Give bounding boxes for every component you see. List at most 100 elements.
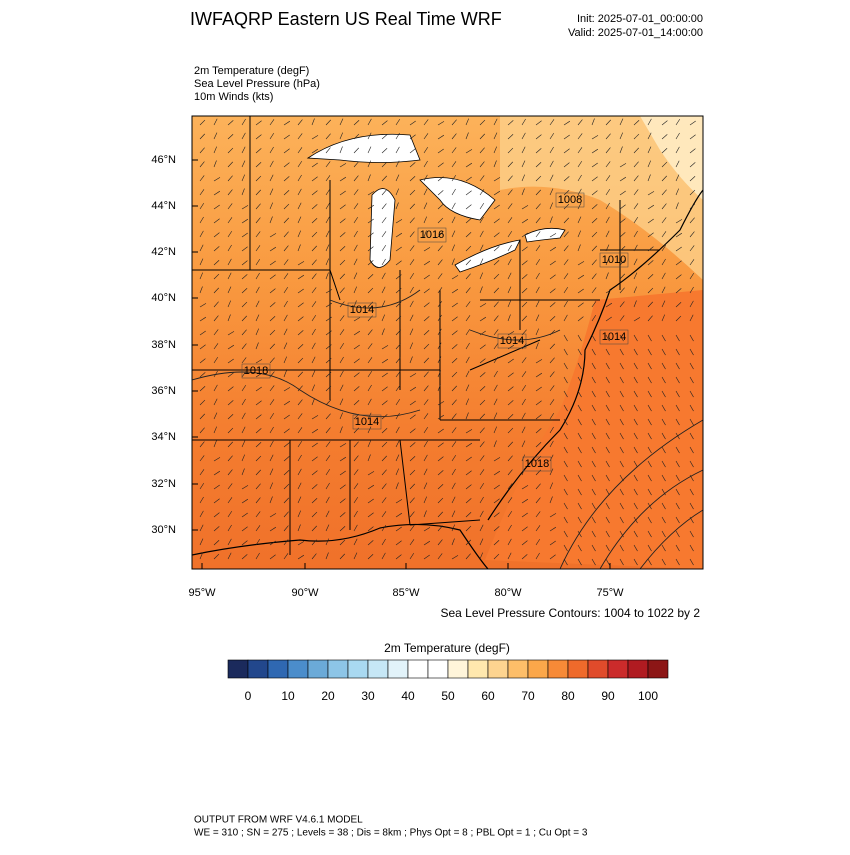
wind-barb — [577, 288, 584, 294]
colorbar-label: 50 — [441, 689, 455, 703]
wind-barb — [689, 245, 695, 252]
wind-barb — [283, 387, 291, 392]
wind-barb — [591, 432, 596, 440]
wind-barb — [213, 498, 220, 504]
wind-barb — [549, 146, 554, 154]
wind-barb — [647, 132, 652, 140]
wind-barb — [535, 189, 541, 196]
wind-barb — [689, 189, 696, 196]
isobar — [192, 371, 421, 418]
wind-barb — [283, 314, 288, 322]
wind-barb — [647, 390, 652, 398]
colorbar-swatch — [527, 659, 549, 679]
wind-barb — [591, 348, 596, 356]
wind-barb — [297, 510, 302, 518]
colorbar-label: 30 — [361, 689, 375, 703]
colorbar-swatch — [627, 659, 649, 679]
wind-barb — [647, 232, 654, 238]
wind-barb — [409, 120, 416, 126]
wind-barb — [493, 398, 498, 406]
wind-barb — [577, 544, 582, 552]
wind-barb — [591, 376, 596, 384]
wind-barb — [353, 344, 360, 350]
wind-barb — [325, 358, 332, 364]
wind-barb — [227, 414, 234, 420]
wind-barb — [255, 286, 260, 294]
wind-barb — [241, 315, 247, 322]
wind-barb — [689, 418, 694, 426]
wind-barb — [409, 259, 415, 266]
colorbar-swatch — [547, 659, 569, 679]
wind-barb — [535, 314, 540, 322]
wind-barb — [577, 530, 582, 538]
wind-barb — [255, 148, 262, 154]
wind-barb — [339, 259, 346, 266]
wind-barb — [661, 418, 666, 426]
wind-barb — [521, 315, 527, 322]
wind-barb — [437, 259, 443, 266]
wind-barb — [325, 552, 329, 560]
wind-barb — [353, 120, 360, 126]
wind-barb — [647, 174, 651, 182]
wind-barb — [605, 376, 610, 384]
wind-barb — [353, 147, 359, 154]
wind-barb — [325, 385, 332, 392]
colorbar-swatch — [247, 659, 269, 679]
wind-barb — [241, 440, 246, 448]
wind-barb — [423, 316, 430, 322]
colorbar-swatch — [607, 659, 629, 679]
wind-barb — [325, 258, 330, 266]
wind-barb — [325, 524, 330, 532]
wind-barb — [577, 133, 583, 140]
wind-barb — [213, 218, 220, 224]
wind-barb — [353, 300, 357, 308]
wind-barb — [535, 148, 542, 154]
wind-barb — [367, 426, 372, 434]
lat-label: 46°N — [151, 154, 176, 166]
wind-barb — [563, 134, 570, 140]
wind-barb — [451, 244, 456, 252]
colorbar-label: 20 — [321, 689, 335, 703]
wind-barb — [577, 274, 585, 280]
contour-label: 1014 — [602, 331, 626, 343]
wind-barb — [227, 441, 233, 448]
wind-barb — [199, 386, 206, 392]
wind-barb — [675, 132, 680, 140]
wind-barb — [409, 356, 413, 364]
map-axes: 46°N 44°N 42°N 40°N 38°N 36°N 34°N 32°N 30°N 95°W… — [151, 154, 624, 599]
wind-barb — [619, 146, 623, 154]
wind-barb — [241, 426, 246, 434]
wind-barb — [661, 404, 666, 412]
contour-label-box — [599, 252, 629, 268]
wind-barb — [493, 440, 497, 448]
wind-barb — [479, 147, 485, 154]
contour-label: 1014 — [500, 335, 524, 347]
wind-barb — [563, 176, 570, 182]
wind-barb — [241, 512, 248, 518]
wind-barb — [507, 272, 512, 280]
colorbar-title: 2m Temperature (degF) — [384, 641, 510, 655]
wind-barb — [507, 483, 513, 490]
wind-barb — [283, 553, 289, 560]
wind-barb — [269, 288, 276, 294]
wind-barb — [451, 385, 457, 392]
wind-barb — [605, 244, 610, 252]
wind-barb — [675, 174, 680, 182]
wind-barb — [297, 482, 302, 490]
wind-barb — [479, 427, 485, 434]
wind-barb — [479, 316, 487, 322]
wind-barb — [395, 385, 401, 392]
wind-barb — [689, 460, 694, 468]
wind-barb — [255, 525, 261, 532]
wind-barb — [395, 512, 403, 518]
wind-barb — [395, 188, 400, 196]
wind-barb — [675, 146, 680, 154]
wind-barb — [563, 530, 568, 538]
wind-barb — [451, 230, 456, 238]
wind-barb — [297, 440, 303, 448]
wind-barb — [255, 300, 260, 308]
wind-barb — [479, 230, 484, 238]
wind-barb — [675, 232, 683, 238]
wind-barb — [339, 190, 346, 196]
wind-barb — [381, 386, 388, 392]
